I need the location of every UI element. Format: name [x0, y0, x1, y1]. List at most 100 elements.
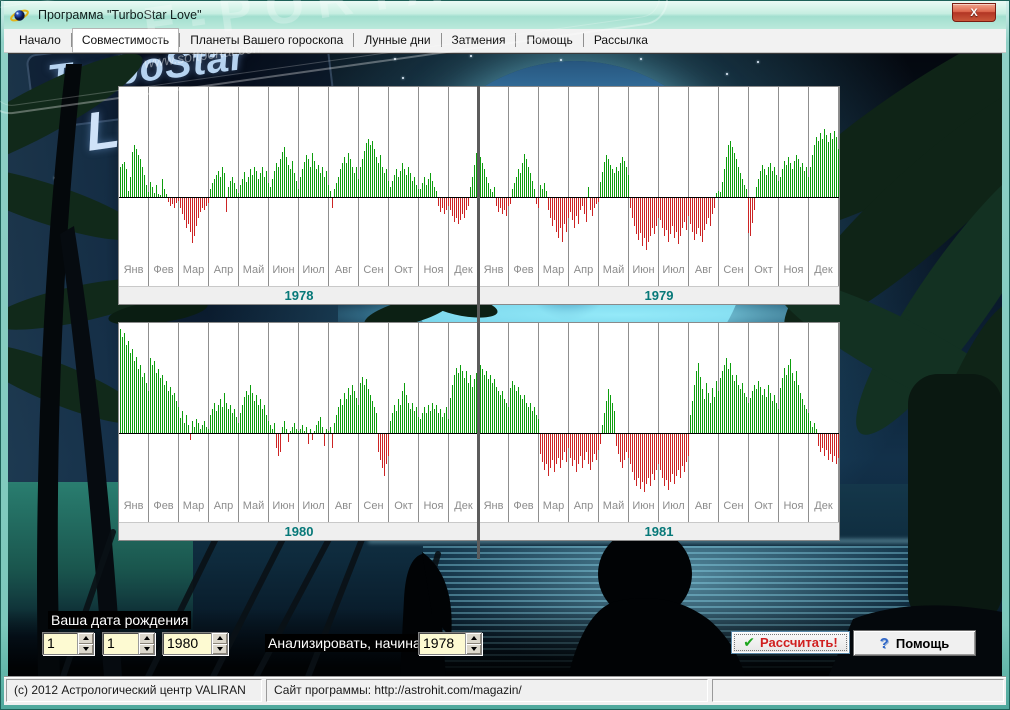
spin-up-button[interactable] [466, 633, 481, 644]
chart-bar [564, 198, 565, 224]
spin-up-button[interactable] [212, 633, 227, 644]
month-label: Окт [394, 500, 413, 512]
chart-bar [792, 169, 793, 197]
tab-rassylka[interactable]: Рассылка [593, 33, 648, 47]
chart-bar [704, 198, 705, 230]
birth-month-input[interactable]: 1 [107, 635, 115, 651]
chart-bar [592, 434, 593, 462]
chart-bar [824, 129, 825, 197]
chart-bar [614, 411, 615, 433]
chart-bar [508, 198, 509, 206]
tab-pomoshch[interactable]: Помощь [526, 33, 573, 47]
month-label: Ноя [783, 500, 804, 512]
chart-bar [192, 198, 193, 243]
chart-bar [364, 385, 365, 433]
chart-bar [360, 167, 361, 197]
birth-year-input[interactable]: 1980 [167, 635, 199, 651]
chart-bar [632, 434, 633, 472]
chart-bar [306, 155, 307, 197]
spin-down-button[interactable] [212, 643, 227, 654]
chart-bar [506, 403, 507, 433]
chart-bar [136, 149, 137, 197]
month-label: Дек [454, 500, 473, 512]
chart-bar [370, 145, 371, 197]
month-cell: Сен [719, 87, 749, 286]
chart-bar [336, 415, 337, 433]
chart-bar [706, 198, 707, 224]
chart-bar [386, 434, 387, 464]
chart-bar [286, 429, 287, 433]
chart-bar [556, 434, 557, 464]
chart-bar [466, 371, 467, 433]
analyze-year-input[interactable]: 1978 [423, 635, 455, 651]
tab-lunnye-dni[interactable]: Лунные дни [364, 33, 431, 47]
spin-down-button[interactable] [139, 643, 154, 654]
chart-bar [390, 187, 391, 197]
chart-bar [148, 391, 149, 433]
chart-bar [168, 391, 169, 433]
help-button[interactable]: ? Помощь [853, 630, 976, 656]
spin-up-button[interactable] [139, 633, 154, 644]
chart-bar [562, 198, 563, 242]
chart-bar [200, 198, 201, 212]
chart-bar [626, 434, 627, 452]
tab-divider [582, 33, 584, 47]
chart-bar [160, 195, 161, 197]
chart-bar [736, 375, 737, 433]
month-label: Июл [662, 500, 685, 512]
chart-bar [746, 397, 747, 433]
chart-bar [486, 371, 487, 433]
chart-bar [236, 417, 237, 433]
chart-bar [578, 434, 579, 464]
chart-bar [732, 147, 733, 197]
birth-day-input[interactable]: 1 [47, 635, 55, 651]
chart-bar [756, 187, 757, 197]
chart-bar [502, 198, 503, 214]
chart-bar [374, 407, 375, 433]
tab-planety-goroskopa[interactable]: Планеты Вашего гороскопа [190, 33, 344, 47]
year-label: 1979 [644, 288, 674, 303]
chart-bar [190, 198, 191, 232]
chart-bar [292, 427, 293, 433]
chart-bar [160, 378, 161, 433]
chart-bar [140, 365, 141, 433]
close-button[interactable]: X [952, 3, 996, 22]
chart-bar [612, 403, 613, 433]
up-arrow-icon [470, 636, 477, 641]
chart-bar [386, 169, 387, 197]
chart-bar [232, 177, 233, 197]
year-1978-series: Янв Фев Мар Апр Май Июн Июл Авг Сен Окт Ноя Дек [119, 87, 479, 286]
chart-bar [260, 173, 261, 197]
tab-sovmestimost[interactable]: Совместимость [72, 29, 179, 52]
chart-bar [504, 198, 505, 210]
chart-bar [654, 198, 655, 234]
chart-bar [486, 177, 487, 197]
chart-bar [404, 169, 405, 197]
tab-nachalo[interactable]: Начало [19, 33, 61, 47]
chart-bar [460, 365, 461, 433]
chart-bar [320, 173, 321, 197]
chart-bar [334, 423, 335, 433]
chart-bar [412, 181, 413, 197]
spin-down-button[interactable] [78, 643, 93, 654]
chart-bar [628, 434, 629, 458]
month-cell: Ноя [419, 87, 449, 286]
tab-zatmeniya[interactable]: Затмения [451, 33, 506, 47]
chart-bar [552, 198, 553, 226]
month-cell: Сен [359, 323, 389, 522]
spin-up-button[interactable] [78, 633, 93, 644]
chart-bar [162, 179, 163, 197]
birth-year-spinner: 1980 [162, 632, 228, 655]
chart-bar [670, 434, 671, 482]
chart-bar [604, 413, 605, 433]
chart-bar [422, 413, 423, 433]
chart-bar [476, 153, 477, 197]
chart-bar [770, 163, 771, 197]
chart-bar [412, 403, 413, 433]
spin-down-button[interactable] [466, 643, 481, 654]
chart-bar [178, 198, 179, 201]
calculate-button[interactable]: ✔ Рассчитать! [731, 631, 850, 654]
chart-bar [772, 401, 773, 433]
zero-baseline [119, 433, 479, 434]
chart-bar [148, 192, 149, 197]
